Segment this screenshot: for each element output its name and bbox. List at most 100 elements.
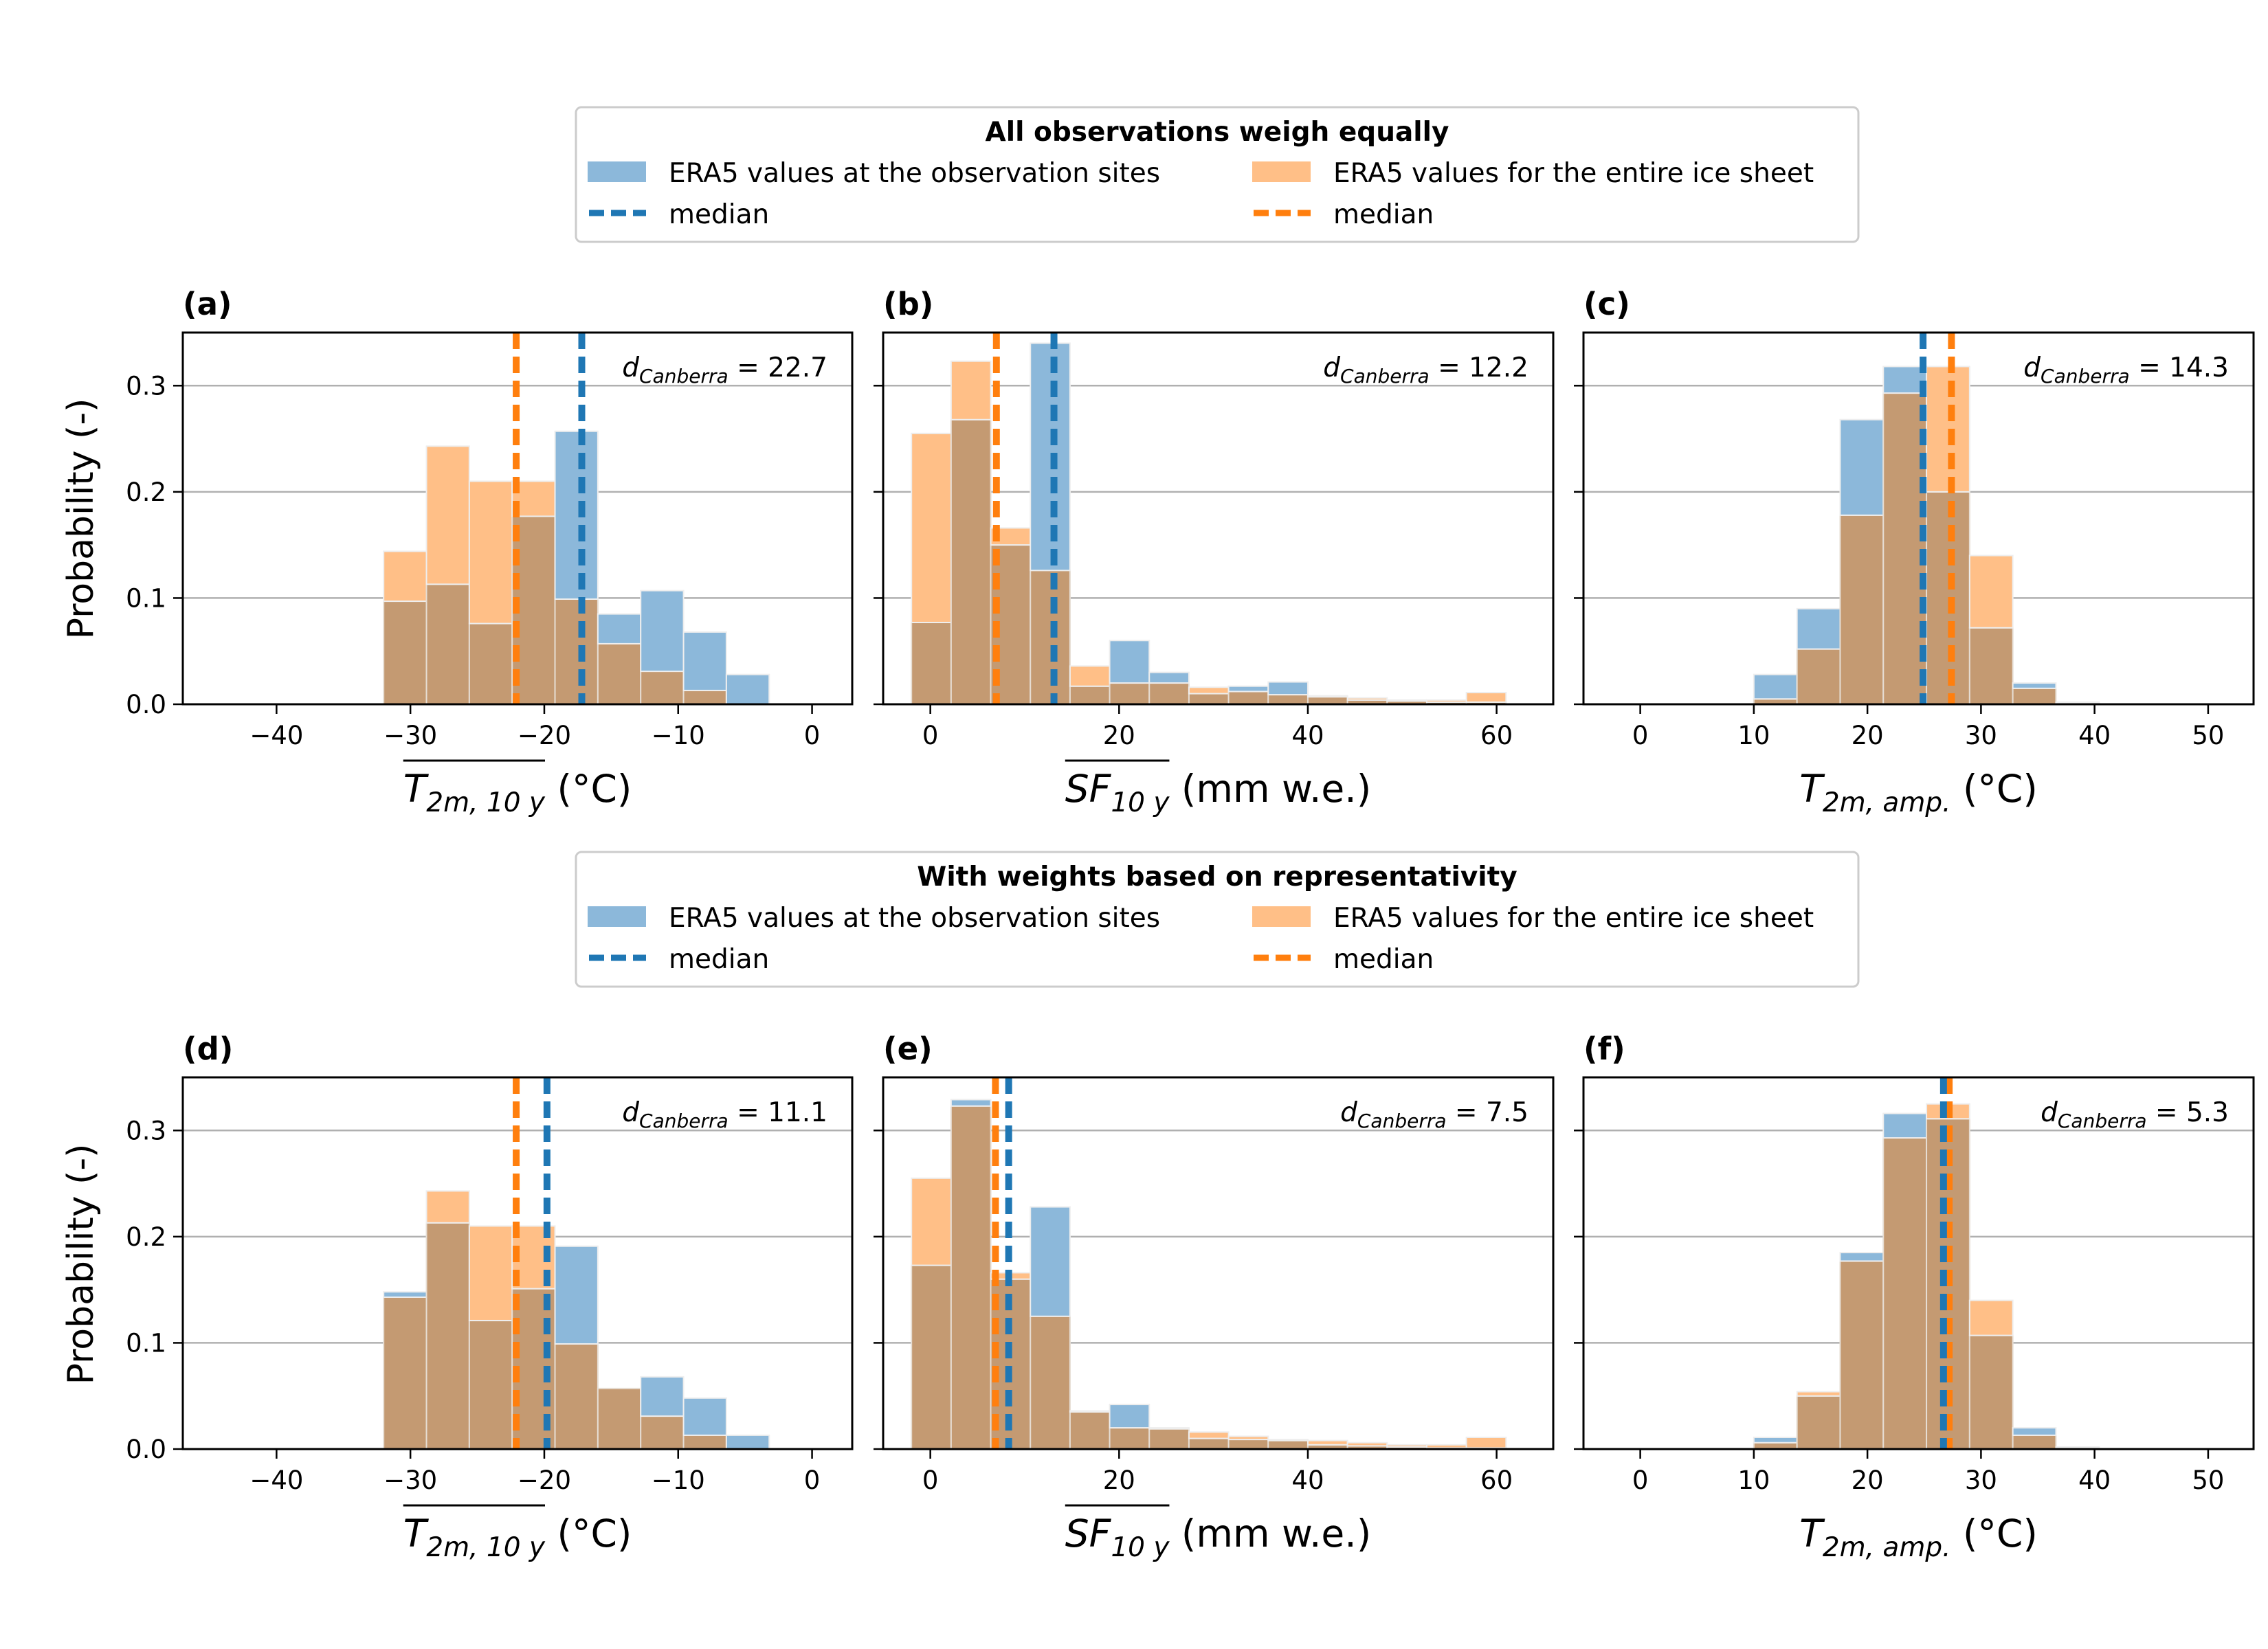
histogram-bar-sites: [1267, 681, 1309, 696]
y-tick-label: 0.3: [126, 1116, 166, 1145]
histogram-bar-sites: [1882, 366, 1928, 394]
y-tick-label: 0.0: [126, 690, 166, 719]
histogram-bar-ice: [1968, 1299, 2014, 1336]
panel-label: (d): [183, 1031, 233, 1067]
histogram-bar-overlap: [640, 671, 685, 706]
histogram-bar-overlap: [911, 1264, 952, 1450]
histogram-bar-sites: [1148, 671, 1190, 684]
histogram-bar-overlap: [1882, 1137, 1928, 1450]
histogram-bar-overlap: [597, 1387, 642, 1450]
histogram-bar-ice: [1188, 1431, 1230, 1439]
histogram-bar-ice: [1346, 1442, 1388, 1447]
histogram-bar-sites: [1796, 607, 1841, 650]
histogram-bar-sites: [1030, 1206, 1071, 1317]
histogram-bar-overlap: [1796, 1395, 1841, 1450]
y-tick-label: 0.3: [126, 371, 166, 401]
histogram-bar-overlap: [1839, 1260, 1885, 1450]
panel-label: (e): [883, 1031, 933, 1067]
histogram-bar-sites: [554, 430, 599, 600]
histogram-bar-ice: [1465, 1436, 1507, 1449]
legend-top-sites-median-label: median: [669, 199, 769, 230]
histogram-bar-overlap: [1148, 682, 1190, 705]
histogram-bar-ice: [468, 1225, 513, 1321]
histogram-bar-sites: [2012, 682, 2057, 689]
histogram-bar-overlap: [554, 1343, 599, 1450]
histogram-bar-overlap: [1307, 696, 1348, 705]
histogram-bar-ice: [1307, 695, 1348, 698]
histogram-bar-sites: [1882, 1112, 1928, 1139]
histogram-bar-sites: [1839, 418, 1885, 516]
y-tick-label: 0.2: [126, 1222, 166, 1252]
legend-bottom-title: With weights based on representativity: [917, 862, 1517, 893]
histogram-bar-ice: [1267, 1439, 1309, 1442]
histogram-bar-overlap: [468, 622, 513, 705]
histogram-bar-ice: [1465, 691, 1507, 703]
legend-top-sites-label: ERA5 values at the observation sites: [669, 158, 1160, 189]
histogram-bar-overlap: [1030, 570, 1071, 705]
x-tick-label: 0: [1632, 721, 1649, 750]
histogram-bar-ice: [1386, 699, 1427, 702]
legend-top-sites-swatch: [588, 161, 646, 182]
x-axis-label: T2m, 10 y (°C): [403, 767, 632, 818]
histogram-bar-overlap: [1148, 1428, 1190, 1450]
histogram-bar-sites: [950, 1099, 992, 1107]
x-tick-label: 50: [2192, 1466, 2224, 1495]
x-tick-label: 20: [1103, 1466, 1135, 1495]
x-axis-label: SF10 y (mm w.e.): [1065, 767, 1371, 818]
histogram-bar-overlap: [2012, 687, 2057, 705]
histogram-bar-overlap: [1188, 1437, 1230, 1450]
axes-frame: [181, 1076, 854, 1450]
x-tick-label: 10: [1737, 721, 1770, 750]
histogram-bar-ice: [468, 480, 513, 625]
histogram-bar-overlap: [2012, 1434, 2057, 1450]
histogram-bar-sites: [1030, 342, 1071, 572]
x-tick-label: 60: [1480, 1466, 1513, 1495]
histogram-bar-overlap: [554, 598, 599, 706]
histogram-bar-overlap: [682, 689, 727, 705]
panel-label: (a): [183, 286, 232, 322]
panels: 0.0 0.1 0.2 0.3 −40 −30 −20 −10 0 (a) dCanberra = …: [126, 286, 2255, 1563]
axes-frame: [1582, 1076, 2255, 1450]
histogram-bar-ice: [1425, 1444, 1467, 1449]
histogram-bar-overlap: [1968, 627, 2014, 705]
x-tick-label: −20: [518, 721, 571, 750]
histogram-bar-overlap: [950, 1105, 992, 1450]
histogram-bar-overlap: [1227, 691, 1269, 705]
histogram-bar-overlap: [1267, 1439, 1309, 1450]
histogram-bar-sites: [1227, 685, 1269, 693]
x-axis-label: T2m, amp. (°C): [1799, 1512, 2038, 1563]
histogram-bar-ice: [1386, 1444, 1427, 1448]
histogram-bar-overlap: [682, 1434, 727, 1450]
axes-frame: [181, 331, 854, 706]
legend-bottom-ice-label: ERA5 values for the entire ice sheet: [1333, 903, 1814, 934]
histogram-bar-ice: [1346, 697, 1388, 701]
histogram-bar-ice: [911, 432, 952, 623]
x-axis-label: T2m, 10 y (°C): [403, 1512, 632, 1563]
x-tick-label: −40: [249, 1466, 303, 1495]
y-tick-label: 0.2: [126, 478, 166, 507]
histogram-bar-sites: [1109, 640, 1150, 684]
histogram-bar-sites: [1753, 673, 1798, 700]
x-tick-label: 50: [2192, 721, 2224, 750]
histogram-bar-ice: [911, 1177, 952, 1266]
histogram-bar-overlap: [1069, 1411, 1111, 1450]
histogram-bar-overlap: [383, 1296, 427, 1450]
x-tick-label: 40: [1291, 1466, 1324, 1495]
legend-bottom-ice-swatch: [1252, 906, 1311, 927]
histogram-bar-ice: [1148, 1427, 1190, 1430]
histogram-bar-overlap: [950, 418, 992, 706]
panel-label: (b): [883, 286, 933, 322]
histogram-bar-overlap: [425, 1222, 470, 1450]
histogram-bar-sites: [682, 1397, 727, 1436]
x-tick-label: −40: [249, 721, 303, 750]
x-tick-label: 0: [922, 1466, 939, 1495]
distance-annotation: dCanberra = 12.2: [1323, 352, 1528, 388]
ylabel-bottom: Probability (-): [60, 1144, 102, 1385]
histogram-bar-sites: [2012, 1427, 2057, 1436]
panel-a: 0.0 0.1 0.2 0.3 −40 −30 −20 −10 0 (a) dCanberra = …: [126, 286, 854, 818]
x-tick-label: −10: [652, 1466, 705, 1495]
histogram-bar-overlap: [640, 1415, 685, 1450]
legend-top-title: All observations weigh equally: [986, 117, 1449, 148]
histogram-bar-sites: [640, 1376, 685, 1417]
axes-frame: [1582, 331, 2255, 706]
